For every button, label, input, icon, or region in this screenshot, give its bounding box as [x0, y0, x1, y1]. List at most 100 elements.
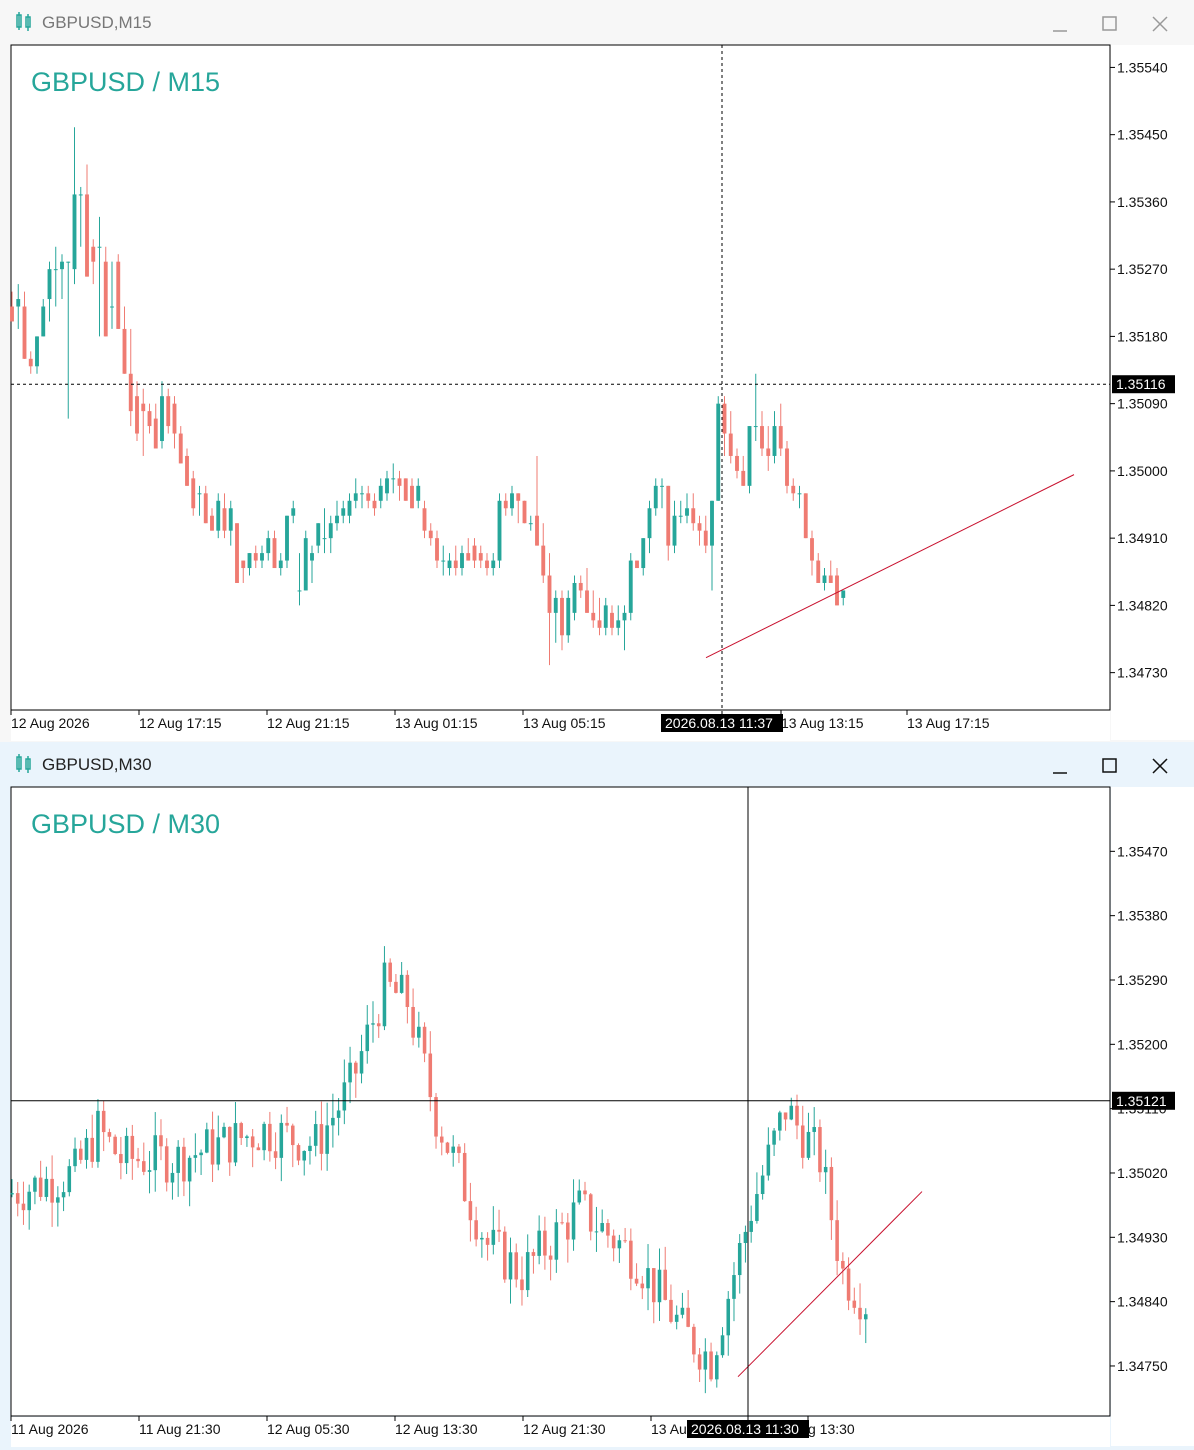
chart-window-m30[interactable]: GBPUSD,M30 1.35470 1.35380 1.35290 1.35200 1…: [0, 742, 1194, 1450]
close-icon[interactable]: [1140, 8, 1180, 38]
minimize-icon[interactable]: [1040, 8, 1080, 38]
candle-body: [60, 261, 64, 270]
candle-body: [657, 1269, 662, 1303]
candle-body: [451, 1146, 455, 1153]
candle-body: [335, 515, 339, 524]
candle-body: [348, 1062, 352, 1083]
close-icon[interactable]: [1140, 750, 1180, 780]
candle-body: [541, 545, 546, 576]
candle-body: [253, 553, 258, 561]
candle-body: [525, 1252, 530, 1291]
y-tick-label: 1.34820: [1117, 597, 1168, 613]
candle-body: [227, 1126, 232, 1163]
candle-body: [199, 1152, 203, 1156]
candle-body: [588, 1194, 593, 1232]
candle-body: [778, 1112, 782, 1131]
crosshair-time-tag: [661, 714, 783, 732]
candle-body: [691, 508, 696, 524]
candle-body: [153, 418, 158, 449]
candle-body: [50, 1178, 54, 1203]
minimize-icon[interactable]: [1040, 750, 1080, 780]
candle-body: [56, 1197, 60, 1203]
candle-body: [371, 1023, 375, 1025]
candle-body: [606, 1223, 610, 1236]
candle-body: [597, 620, 602, 628]
candle-body: [503, 1231, 507, 1280]
candle-body: [697, 1354, 702, 1370]
candle-body: [732, 1275, 736, 1299]
candle-body: [422, 508, 427, 531]
candle-body: [233, 1123, 238, 1163]
candle-body: [520, 1279, 524, 1291]
candle-body: [96, 1110, 100, 1162]
candle-body: [522, 500, 527, 524]
candlestick-chart-icon: [16, 12, 31, 31]
candle-body: [497, 500, 502, 561]
candle-body: [543, 1230, 547, 1256]
candle-body: [372, 500, 377, 509]
candle-body: [640, 1283, 645, 1289]
price-chart[interactable]: 1.35540 1.35450 1.35360 1.35270 1.35180 1.350…: [0, 0, 1194, 742]
trendline: [705, 474, 1075, 659]
candle-body: [403, 478, 408, 501]
candle-body: [472, 545, 477, 561]
candle-body: [378, 485, 383, 501]
candle-body: [21, 1203, 26, 1211]
candle-body: [629, 1240, 633, 1279]
candle-body: [823, 1166, 828, 1173]
candle-body: [222, 1126, 226, 1138]
candle-body: [72, 194, 77, 270]
candle-body: [663, 1269, 667, 1300]
candle-body: [747, 426, 752, 486]
chart-symbol-label: GBPUSD / M15: [31, 67, 220, 97]
candle-body: [47, 269, 52, 300]
title-bar[interactable]: GBPUSD,M30: [0, 742, 1194, 786]
candle-body: [755, 1194, 759, 1221]
x-tick-label: 12 Aug 05:30: [267, 1421, 350, 1437]
candle-body: [382, 962, 387, 1027]
candle-body: [353, 493, 358, 501]
price-chart[interactable]: 1.354701.353801.352901.352001.351101.350…: [0, 742, 1194, 1450]
candle-body: [160, 396, 164, 442]
candle-body: [97, 246, 102, 248]
candle-body: [44, 1178, 49, 1197]
candle-body: [33, 1177, 37, 1192]
maximize-icon[interactable]: [1090, 8, 1130, 38]
candle-body: [113, 1136, 117, 1155]
candle-body: [841, 590, 846, 598]
candle-body: [279, 1122, 284, 1158]
candle-body: [245, 1136, 249, 1139]
candle-body: [566, 1222, 570, 1240]
maximize-icon[interactable]: [1090, 750, 1130, 780]
x-tick-label: 11 Aug 2026: [11, 1421, 89, 1437]
candle-body: [241, 560, 246, 569]
title-bar[interactable]: GBPUSD,M15: [0, 0, 1194, 44]
candle-body: [187, 1157, 192, 1182]
candle-body: [634, 1278, 639, 1284]
candle-body: [741, 470, 746, 486]
candle-body: [528, 523, 533, 525]
candle-body: [789, 1105, 794, 1120]
candle-body: [685, 508, 689, 516]
candle-body: [250, 1136, 255, 1148]
candle-body: [537, 1230, 541, 1256]
candle-body: [678, 515, 683, 517]
candle-body: [347, 500, 352, 516]
y-tick-label: 1.35540: [1117, 59, 1168, 75]
candle-body: [709, 1351, 713, 1380]
candle-body: [176, 1146, 180, 1173]
chart-window-m15[interactable]: GBPUSD,M15 1.35540 1.35450 1.35360 1.35270 1…: [0, 0, 1194, 742]
candle-body: [22, 306, 27, 359]
candle-body: [674, 1314, 679, 1322]
crosshair-time-label: 2026.08.13 11:37: [665, 715, 773, 731]
y-tick-label: 1.35000: [1117, 463, 1168, 479]
candle-body: [852, 1300, 857, 1308]
candle-body: [278, 560, 283, 569]
candle-body: [359, 1051, 364, 1074]
candle-body: [285, 515, 289, 561]
candle-body: [548, 1255, 553, 1260]
candle-body: [178, 433, 183, 464]
candle-body: [399, 974, 404, 993]
candle-body: [829, 1166, 834, 1221]
candle-body: [795, 1105, 799, 1126]
